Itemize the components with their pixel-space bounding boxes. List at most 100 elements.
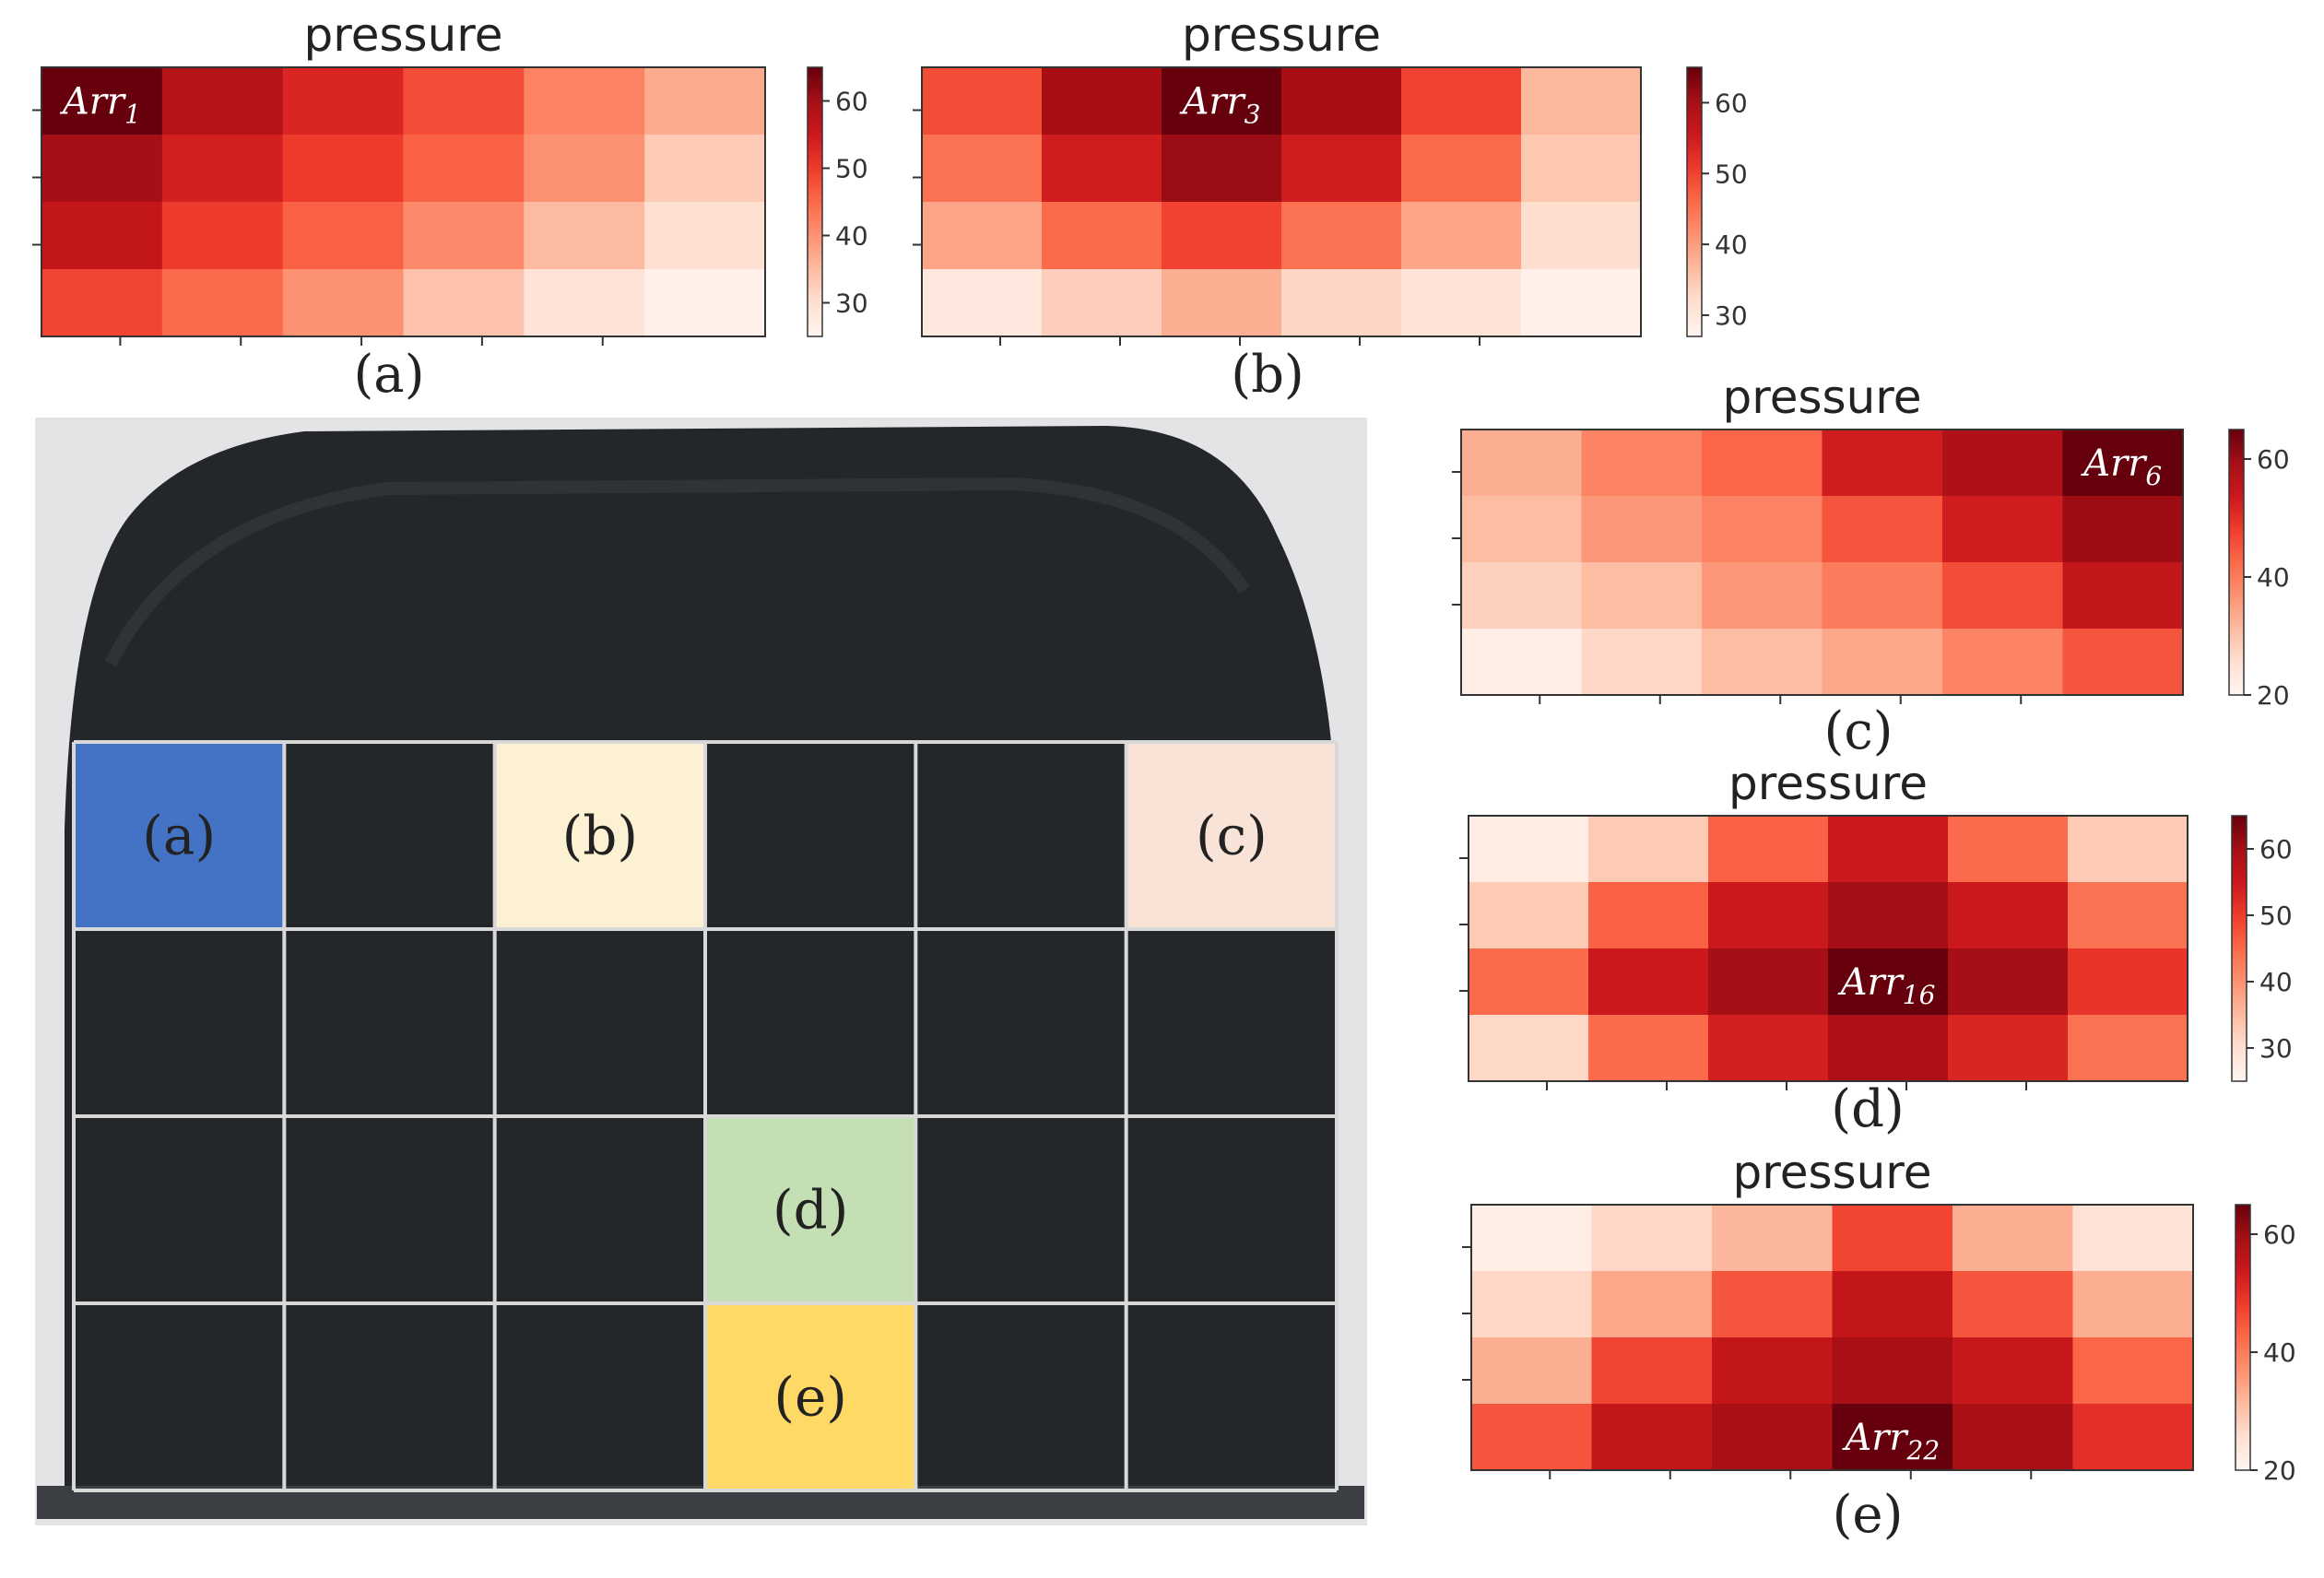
heatmap-cell — [922, 269, 1043, 337]
heatmap-cell — [403, 202, 525, 270]
heatmap-cell — [1702, 430, 1823, 497]
heatmap-cell — [1581, 430, 1703, 497]
heatmap-cell — [1942, 430, 2064, 497]
heatmap-cell — [524, 135, 645, 203]
heatmap-cell — [1591, 1205, 1713, 1272]
heatmap-cell — [1712, 1205, 1834, 1272]
heatmap-cell — [1832, 1205, 1953, 1272]
heatmap-cell — [1942, 496, 2064, 563]
heatmap-cell — [1948, 816, 2069, 883]
colorbar-tick-label: 50 — [835, 154, 868, 184]
heatmap-cell — [1588, 948, 1709, 1016]
heatmap-cell — [1952, 1337, 2074, 1405]
sensor-grid: (a) (b) (c) (d) (e) — [72, 740, 1339, 1492]
heatmap-cell — [644, 135, 766, 203]
sensor-photo: (a) (b) (c) (d) (e) — [35, 418, 1367, 1525]
heatmap-cell — [1521, 67, 1642, 135]
chart-title-c: pressure — [1723, 371, 1922, 424]
heatmap-cell — [1708, 1015, 1829, 1082]
heatmap-cell — [1042, 202, 1162, 270]
heatmap-cell — [1702, 496, 1823, 563]
heatmap-cell — [1521, 269, 1642, 337]
heatmap-cell — [922, 135, 1043, 203]
heatmap-cell — [1952, 1205, 2074, 1272]
heatmap-cell — [1591, 1404, 1713, 1471]
heatmap-cell — [2072, 1271, 2194, 1338]
heatmap-cell — [2062, 430, 2184, 497]
heatmap-cell — [1588, 1015, 1709, 1082]
heatmap-cell — [1588, 882, 1709, 949]
heatmap-cell — [1042, 135, 1162, 203]
heatmap-cell — [2062, 496, 2184, 563]
colorbar — [2235, 1204, 2251, 1471]
heatmap-cell — [1281, 67, 1402, 135]
heatmap-cell — [282, 135, 405, 203]
heatmap-cell — [1162, 269, 1282, 337]
colorbar-tick-label: 60 — [1715, 88, 1748, 118]
chart-title-b: pressure — [1182, 8, 1381, 62]
heatmap-cell — [1461, 430, 1583, 497]
heatmap-cell — [1401, 135, 1522, 203]
heatmap-cell — [1712, 1271, 1834, 1338]
grid-cell-d — [705, 1116, 916, 1303]
heatmap-cell — [1162, 135, 1282, 203]
chart-title-e: pressure — [1733, 1146, 1932, 1199]
colorbar — [807, 66, 823, 337]
heatmap-cell — [2068, 948, 2188, 1016]
heatmap-cell — [1712, 1337, 1834, 1405]
heatmap-cell — [1948, 948, 2069, 1016]
heatmap-cell — [1281, 269, 1402, 337]
heatmap-cell — [41, 135, 163, 203]
heatmap-frame — [1468, 815, 2188, 1082]
heatmap-cell — [1828, 816, 1949, 883]
heatmap-cell — [922, 67, 1043, 135]
heatmap-cell — [1471, 1271, 1593, 1338]
colorbar-tick-label: 20 — [2263, 1455, 2296, 1486]
heatmap-cell — [161, 269, 284, 337]
heatmap-cell — [644, 202, 766, 270]
heatmap-cell — [1581, 496, 1703, 563]
heatmap-cell — [1942, 562, 2064, 630]
heatmap-cell — [1401, 269, 1522, 337]
heatmap-cell — [1591, 1271, 1713, 1338]
heatmap-cell — [2072, 1404, 2194, 1471]
colorbar-tick-label: 30 — [1715, 300, 1748, 331]
heatmap-cell — [1942, 629, 2064, 696]
colorbar-tick-label: 40 — [2259, 967, 2293, 997]
grid-cell-label: (d) — [773, 1179, 848, 1242]
heatmap-cell — [1828, 948, 1949, 1016]
heatmap-cell — [1708, 882, 1829, 949]
heatmap-cell — [524, 202, 645, 270]
heatmap-cell — [1822, 562, 1943, 630]
colorbar-tick-label: 20 — [2257, 680, 2290, 711]
heatmap-cell — [403, 269, 525, 337]
heatmap-cell — [1471, 1205, 1593, 1272]
colorbar-tick-label: 40 — [835, 221, 868, 252]
chart-title-d: pressure — [1728, 757, 1928, 810]
heatmap-cell — [282, 67, 405, 135]
heatmap-cell — [2072, 1337, 2194, 1405]
caption-d: (d) — [1831, 1079, 1905, 1139]
heatmap-cell — [644, 67, 766, 135]
colorbar-tick-label: 60 — [2259, 834, 2293, 865]
grid-cell-label: (e) — [773, 1366, 847, 1429]
colorbar-tick-label: 60 — [2263, 1219, 2296, 1250]
heatmap-cell — [1581, 562, 1703, 630]
heatmap-cell — [1471, 1404, 1593, 1471]
heatmap-cell — [1822, 629, 1943, 696]
colorbar-tick-label: 40 — [2263, 1337, 2296, 1368]
colorbar-tick-label: 40 — [2257, 562, 2290, 593]
heatmap-cell — [1832, 1271, 1953, 1338]
heatmap-cell — [1469, 1015, 1589, 1082]
heatmap-cell — [1822, 496, 1943, 563]
caption-b: (b) — [1231, 345, 1304, 405]
heatmap-cell — [922, 202, 1043, 270]
heatmap-cell — [41, 67, 163, 135]
heatmap-cell — [282, 202, 405, 270]
heatmap-cell — [1948, 882, 2069, 949]
heatmap-cell — [2062, 562, 2184, 630]
colorbar-tick-label: 40 — [1715, 230, 1748, 260]
